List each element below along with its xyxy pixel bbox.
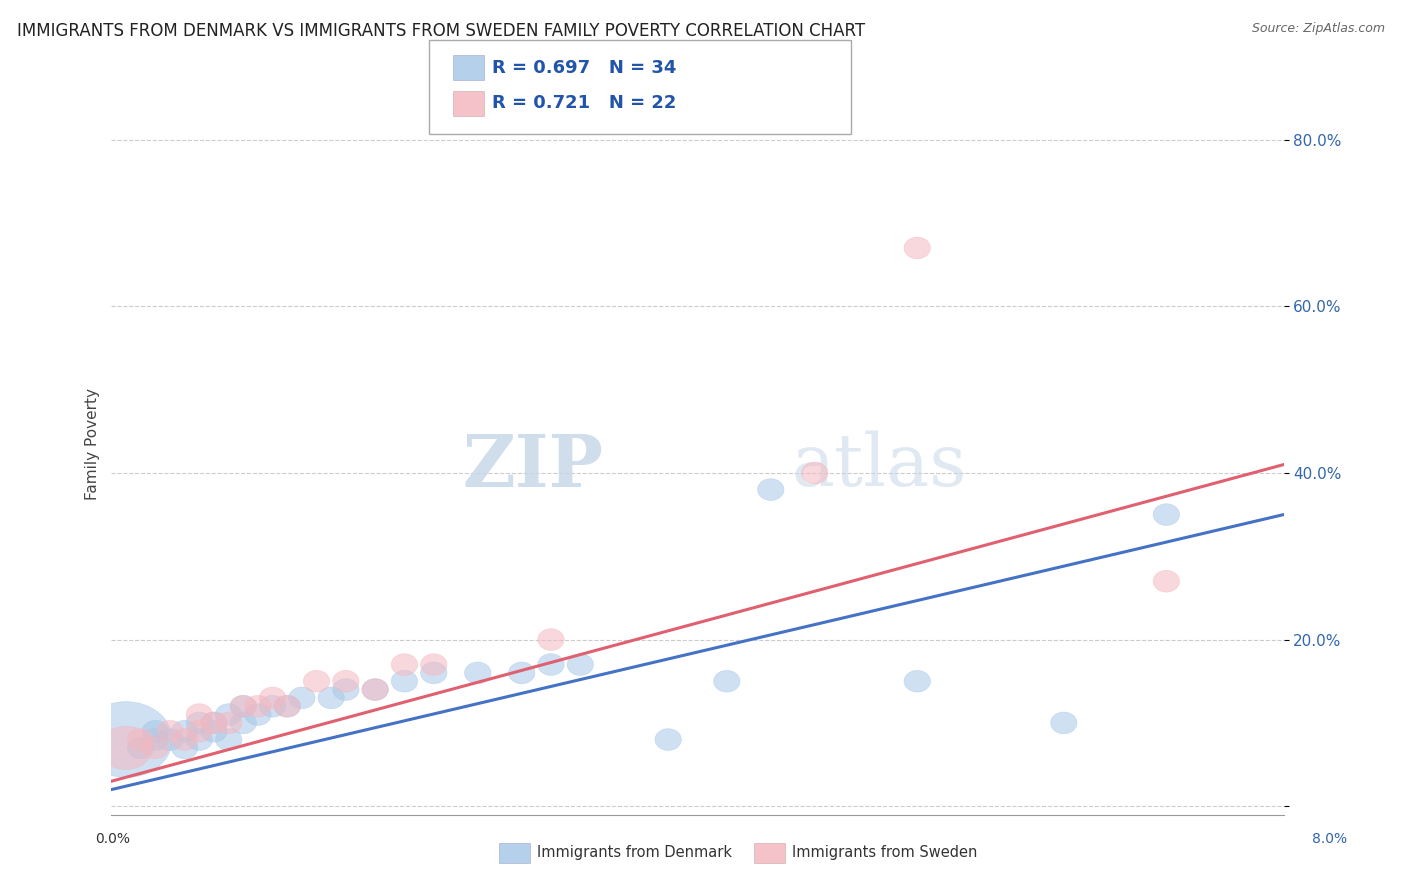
Text: IMMIGRANTS FROM DENMARK VS IMMIGRANTS FROM SWEDEN FAMILY POVERTY CORRELATION CHA: IMMIGRANTS FROM DENMARK VS IMMIGRANTS FR… bbox=[17, 22, 865, 40]
Ellipse shape bbox=[259, 696, 285, 717]
Ellipse shape bbox=[201, 712, 228, 734]
Ellipse shape bbox=[186, 729, 212, 750]
Ellipse shape bbox=[801, 462, 828, 483]
Text: atlas: atlas bbox=[792, 431, 967, 501]
Ellipse shape bbox=[509, 662, 534, 684]
Text: R = 0.721   N = 22: R = 0.721 N = 22 bbox=[492, 95, 676, 112]
Ellipse shape bbox=[215, 704, 242, 725]
Ellipse shape bbox=[1153, 570, 1180, 592]
Ellipse shape bbox=[420, 662, 447, 684]
Ellipse shape bbox=[172, 737, 198, 759]
Ellipse shape bbox=[231, 712, 256, 734]
Ellipse shape bbox=[142, 721, 169, 742]
Ellipse shape bbox=[391, 671, 418, 692]
Y-axis label: Family Poverty: Family Poverty bbox=[86, 388, 100, 500]
Ellipse shape bbox=[758, 479, 785, 500]
Ellipse shape bbox=[333, 671, 359, 692]
Ellipse shape bbox=[80, 702, 172, 778]
Ellipse shape bbox=[231, 696, 256, 717]
Ellipse shape bbox=[172, 721, 198, 742]
Ellipse shape bbox=[215, 729, 242, 750]
Ellipse shape bbox=[142, 729, 169, 750]
Ellipse shape bbox=[904, 237, 931, 259]
Ellipse shape bbox=[567, 654, 593, 675]
Ellipse shape bbox=[201, 712, 228, 734]
Ellipse shape bbox=[391, 654, 418, 675]
Ellipse shape bbox=[361, 679, 388, 700]
Ellipse shape bbox=[215, 712, 242, 734]
Ellipse shape bbox=[304, 671, 330, 692]
Ellipse shape bbox=[714, 671, 740, 692]
Ellipse shape bbox=[318, 687, 344, 709]
Ellipse shape bbox=[288, 687, 315, 709]
Ellipse shape bbox=[231, 696, 256, 717]
Text: 0.0%: 0.0% bbox=[96, 832, 131, 846]
Ellipse shape bbox=[172, 729, 198, 750]
Ellipse shape bbox=[420, 654, 447, 675]
Ellipse shape bbox=[128, 737, 153, 759]
Ellipse shape bbox=[655, 729, 682, 750]
Ellipse shape bbox=[333, 679, 359, 700]
Ellipse shape bbox=[1153, 504, 1180, 525]
Ellipse shape bbox=[157, 729, 183, 750]
Ellipse shape bbox=[1050, 712, 1077, 734]
Ellipse shape bbox=[361, 679, 388, 700]
Ellipse shape bbox=[128, 729, 153, 750]
Ellipse shape bbox=[245, 696, 271, 717]
Ellipse shape bbox=[537, 654, 564, 675]
Text: ZIP: ZIP bbox=[463, 431, 603, 501]
Ellipse shape bbox=[186, 712, 212, 734]
Ellipse shape bbox=[142, 737, 169, 759]
Ellipse shape bbox=[464, 662, 491, 684]
Ellipse shape bbox=[201, 721, 228, 742]
Ellipse shape bbox=[274, 696, 301, 717]
Ellipse shape bbox=[245, 704, 271, 725]
Ellipse shape bbox=[186, 704, 212, 725]
Ellipse shape bbox=[259, 687, 285, 709]
Text: R = 0.697   N = 34: R = 0.697 N = 34 bbox=[492, 59, 676, 77]
Text: Immigrants from Sweden: Immigrants from Sweden bbox=[792, 846, 977, 860]
Text: Source: ZipAtlas.com: Source: ZipAtlas.com bbox=[1251, 22, 1385, 36]
Ellipse shape bbox=[157, 721, 183, 742]
Text: Immigrants from Denmark: Immigrants from Denmark bbox=[537, 846, 733, 860]
Ellipse shape bbox=[904, 671, 931, 692]
Ellipse shape bbox=[274, 696, 301, 717]
Ellipse shape bbox=[186, 721, 212, 742]
Text: 8.0%: 8.0% bbox=[1312, 832, 1347, 846]
Ellipse shape bbox=[537, 629, 564, 650]
Ellipse shape bbox=[100, 726, 152, 770]
